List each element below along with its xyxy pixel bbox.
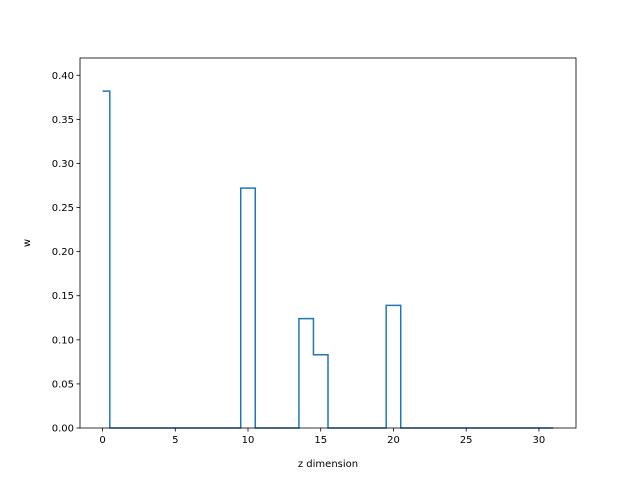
y-tick-label: 0.00 [52,424,74,435]
x-tick-label: 0 [99,435,105,446]
x-ticks: 0 5 10 15 20 25 30 [99,428,545,446]
y-tick-label: 0.15 [52,291,74,302]
y-ticks: 0.00 0.05 0.10 0.15 0.20 0.25 0.30 0.35 0.40 [52,71,80,435]
y-tick-label: 0.05 [52,379,74,390]
y-tick-label: 0.20 [52,247,74,258]
x-tick-label: 5 [172,435,178,446]
y-tick-label: 0.30 [52,159,74,170]
x-tick-label: 25 [460,435,473,446]
y-tick-label: 0.10 [52,335,74,346]
y-tick-label: 0.40 [52,71,74,82]
plot-frame [79,57,577,429]
x-tick-label: 30 [533,435,546,446]
x-tick-label: 20 [387,435,400,446]
x-tick-label: 10 [242,435,255,446]
y-tick-label: 0.35 [52,115,74,126]
x-tick-label: 15 [314,435,327,446]
y-axis-label: w [22,239,33,247]
x-axis-label: z dimension [298,459,358,470]
y-tick-label: 0.25 [52,203,74,214]
